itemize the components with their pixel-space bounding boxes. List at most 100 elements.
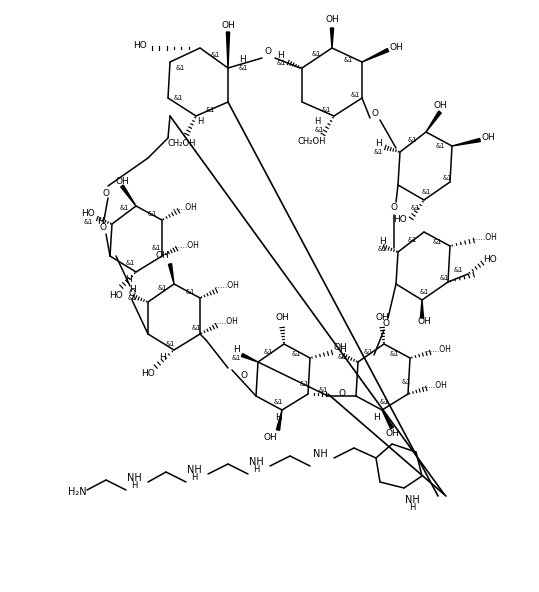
Text: &1: &1	[432, 239, 441, 245]
Text: O: O	[383, 320, 390, 329]
Text: &1: &1	[210, 52, 219, 58]
Text: &1: &1	[277, 60, 286, 66]
Polygon shape	[168, 263, 174, 284]
Text: &1: &1	[407, 137, 417, 143]
Text: &1: &1	[185, 289, 195, 295]
Text: OH: OH	[433, 101, 447, 111]
Text: H: H	[96, 217, 103, 227]
Text: HO: HO	[393, 215, 407, 224]
Text: H: H	[275, 413, 281, 423]
Text: &1: &1	[147, 211, 157, 217]
Text: O: O	[338, 390, 345, 398]
Text: O: O	[390, 204, 397, 213]
Text: &1: &1	[453, 267, 462, 273]
Text: H: H	[158, 353, 165, 362]
Text: O: O	[100, 224, 107, 233]
Text: ......OH: ......OH	[173, 240, 199, 249]
Text: HO: HO	[81, 210, 95, 218]
Text: &1: &1	[191, 325, 201, 331]
Text: H: H	[378, 236, 385, 246]
Text: &1: &1	[321, 107, 330, 113]
Polygon shape	[420, 300, 424, 318]
Text: &1: &1	[238, 65, 247, 71]
Text: &1: &1	[205, 107, 215, 113]
Text: O: O	[371, 108, 378, 117]
Text: &1: &1	[439, 275, 448, 281]
Polygon shape	[452, 139, 480, 146]
Text: &1: &1	[377, 246, 386, 252]
Text: ......OH: ......OH	[171, 202, 197, 211]
Text: NH: NH	[313, 449, 327, 459]
Text: &1: &1	[231, 355, 240, 361]
Text: O: O	[265, 47, 272, 56]
Text: &1: &1	[273, 399, 282, 405]
Text: OH: OH	[333, 343, 347, 352]
Text: H: H	[240, 56, 246, 65]
Text: &1: &1	[374, 149, 383, 155]
Polygon shape	[241, 353, 258, 362]
Text: H: H	[125, 275, 132, 285]
Text: OH: OH	[375, 314, 389, 323]
Text: ......OH: ......OH	[425, 346, 451, 355]
Text: &1: &1	[151, 245, 161, 251]
Text: H: H	[233, 346, 239, 355]
Text: &1: &1	[337, 354, 347, 360]
Text: OH: OH	[385, 430, 399, 439]
Text: H: H	[129, 285, 135, 294]
Text: H: H	[278, 52, 285, 60]
Text: H: H	[191, 474, 197, 482]
Text: &1: &1	[299, 381, 309, 387]
Text: H: H	[409, 504, 415, 513]
Text: &1: &1	[312, 51, 321, 57]
Text: &1: &1	[119, 205, 129, 211]
Text: &1: &1	[157, 285, 167, 291]
Text: OH: OH	[417, 317, 431, 327]
Text: &1: &1	[292, 351, 301, 357]
Text: CH₂OH: CH₂OH	[298, 137, 326, 146]
Text: ......OH: ......OH	[421, 381, 447, 391]
Text: NH: NH	[127, 473, 141, 483]
Text: &1: &1	[314, 127, 323, 133]
Text: NH: NH	[405, 495, 419, 505]
Text: HO: HO	[483, 256, 497, 265]
Text: &1: &1	[175, 65, 185, 71]
Text: ......OH: ......OH	[213, 282, 239, 291]
Text: OH: OH	[263, 433, 277, 442]
Text: &1: &1	[419, 289, 429, 295]
Text: &1: &1	[421, 189, 431, 195]
Text: OH: OH	[481, 134, 495, 143]
Polygon shape	[330, 28, 334, 48]
Text: &1: &1	[165, 341, 175, 347]
Polygon shape	[226, 32, 230, 68]
Text: &1: &1	[264, 349, 273, 355]
Text: ......OH: ......OH	[212, 317, 238, 327]
Text: &1: &1	[402, 379, 411, 385]
Text: O: O	[128, 288, 135, 298]
Text: &1: &1	[407, 237, 417, 243]
Text: H: H	[253, 465, 259, 475]
Text: &1: &1	[174, 95, 183, 101]
Text: H₂N: H₂N	[68, 487, 87, 497]
Text: OH: OH	[325, 15, 339, 24]
Text: OH: OH	[275, 314, 289, 323]
Text: OH: OH	[115, 176, 129, 185]
Polygon shape	[426, 111, 441, 132]
Text: &1: &1	[343, 57, 353, 63]
Text: H: H	[375, 140, 382, 149]
Text: HO: HO	[141, 369, 155, 378]
Polygon shape	[382, 410, 393, 429]
Text: OH: OH	[221, 21, 235, 31]
Text: NH: NH	[186, 465, 202, 475]
Text: H: H	[131, 481, 137, 491]
Text: &1: &1	[436, 143, 445, 149]
Text: H: H	[197, 117, 203, 127]
Text: &1: &1	[127, 295, 136, 301]
Text: OH: OH	[389, 43, 403, 53]
Polygon shape	[121, 185, 136, 206]
Text: &1: &1	[363, 349, 372, 355]
Text: O: O	[102, 188, 109, 198]
Text: &1: &1	[389, 351, 399, 357]
Polygon shape	[277, 410, 282, 430]
Text: &1: &1	[84, 219, 93, 225]
Polygon shape	[362, 49, 389, 62]
